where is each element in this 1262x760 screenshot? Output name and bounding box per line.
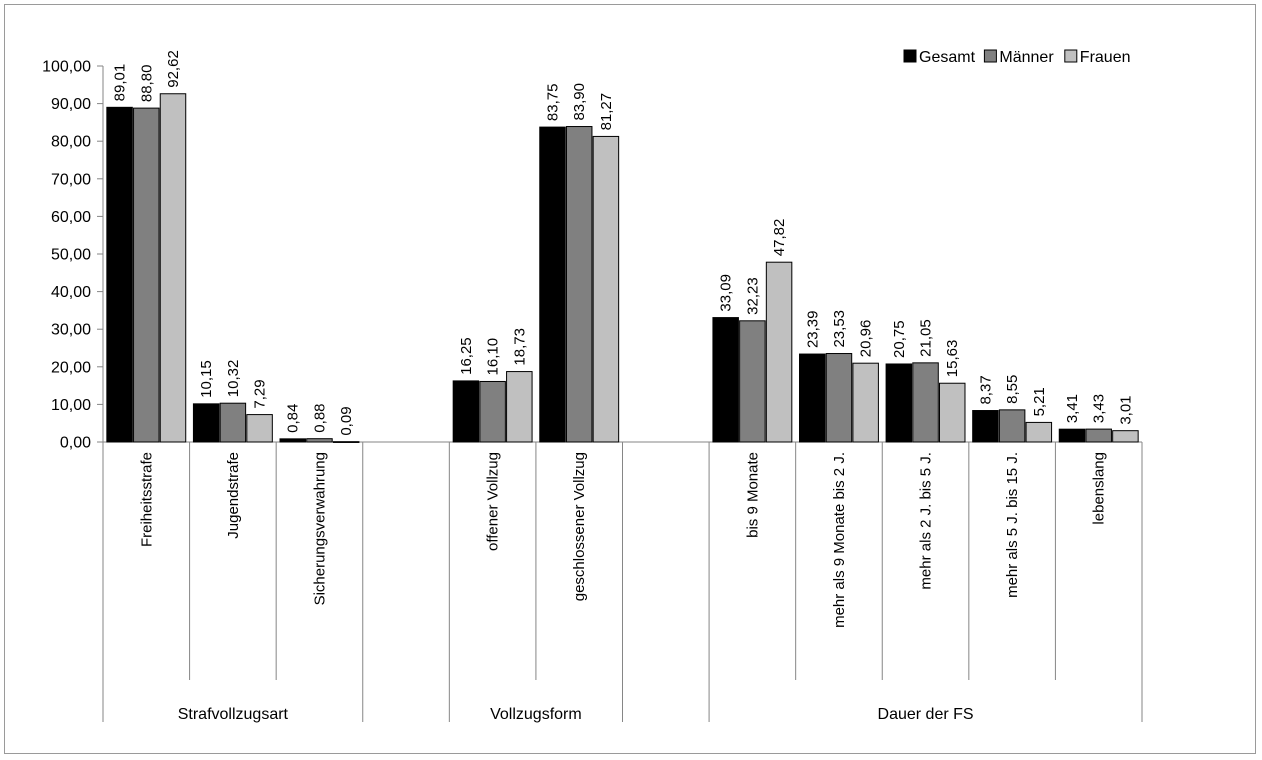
data-label: 15,63 xyxy=(944,340,961,378)
bar-gesamt xyxy=(885,363,913,443)
bar-gesamt xyxy=(279,438,307,443)
category-label: geschlossener Vollzug xyxy=(571,452,588,601)
bar-männer xyxy=(565,126,593,443)
data-label: 0,09 xyxy=(338,406,355,435)
bar-männer xyxy=(306,438,333,443)
group-label: Strafvollzugsart xyxy=(178,706,289,723)
data-label: 88,80 xyxy=(138,65,155,103)
y-tick-label: 50,00 xyxy=(51,247,91,264)
y-tick-label: 70,00 xyxy=(51,171,91,188)
bar-gesamt xyxy=(106,106,133,443)
legend-label: Männer xyxy=(999,49,1054,66)
data-label: 21,05 xyxy=(918,319,935,357)
data-label: 92,62 xyxy=(165,50,182,88)
data-label: 23,53 xyxy=(831,310,848,348)
bar-frauen xyxy=(938,382,966,443)
y-tick-label: 30,00 xyxy=(51,322,91,339)
bar-frauen xyxy=(765,261,793,443)
bar-frauen xyxy=(332,441,360,443)
category-label: bis 9 Monate xyxy=(744,452,761,538)
category-label: mehr als 5 J. bis 15 J. xyxy=(1004,452,1021,598)
data-label: 32,23 xyxy=(744,277,761,315)
y-tick-label: 0,00 xyxy=(60,435,91,452)
data-label: 0,84 xyxy=(285,404,302,433)
data-label: 20,75 xyxy=(891,320,908,358)
group-label: Dauer der FS xyxy=(878,706,974,723)
legend-swatch xyxy=(983,49,997,63)
legend-label: Frauen xyxy=(1080,49,1131,66)
bar-männer xyxy=(133,107,160,443)
data-label: 3,43 xyxy=(1091,394,1108,423)
data-label: 8,37 xyxy=(977,375,994,404)
bar-gesamt xyxy=(712,317,739,443)
data-label: 23,39 xyxy=(804,311,821,349)
group-label: Vollzugsform xyxy=(490,706,582,723)
legend-swatch xyxy=(903,49,917,63)
data-label: 16,10 xyxy=(485,338,502,376)
y-tick-label: 10,00 xyxy=(51,397,91,414)
bar-gesamt xyxy=(1058,428,1086,443)
bar-männer xyxy=(479,380,506,443)
bar-männer xyxy=(998,409,1026,443)
data-label: 10,15 xyxy=(198,360,215,398)
data-label: 47,82 xyxy=(771,219,788,257)
legend-swatch xyxy=(1064,49,1078,63)
y-tick-label: 90,00 xyxy=(51,96,91,113)
data-label: 0,88 xyxy=(311,403,328,432)
y-tick-label: 100,00 xyxy=(42,59,91,76)
data-label: 33,09 xyxy=(718,274,735,312)
data-label: 83,90 xyxy=(571,83,588,121)
category-label: lebenslang xyxy=(1091,452,1108,525)
data-label: 89,01 xyxy=(112,64,129,102)
bar-gesamt xyxy=(192,403,220,443)
y-tick-label: 60,00 xyxy=(51,209,91,226)
bar-frauen xyxy=(1112,430,1139,443)
data-label: 3,01 xyxy=(1117,395,1134,424)
data-label: 10,32 xyxy=(225,360,242,398)
data-label: 81,27 xyxy=(598,93,615,131)
y-tick-label: 80,00 xyxy=(51,134,91,151)
y-tick-label: 40,00 xyxy=(51,284,91,301)
bar-frauen xyxy=(246,414,273,443)
category-label: Freiheitsstrafe xyxy=(138,452,155,547)
bar-frauen xyxy=(592,135,620,443)
bar-männer xyxy=(219,402,247,443)
chart-frame xyxy=(4,4,1256,754)
data-label: 3,41 xyxy=(1064,394,1081,423)
bar-männer xyxy=(912,362,939,443)
data-label: 16,25 xyxy=(458,337,475,375)
bar-männer xyxy=(1085,428,1112,443)
data-label: 83,75 xyxy=(545,84,562,122)
bar-frauen xyxy=(852,362,879,443)
category-label: mehr als 2 J. bis 5 J. xyxy=(918,452,935,590)
data-label: 7,29 xyxy=(252,379,269,408)
category-label: offener Vollzug xyxy=(485,452,502,551)
bar-gesamt xyxy=(452,380,480,443)
bar-frauen xyxy=(506,371,533,443)
category-label: Jugendstrafe xyxy=(225,452,242,539)
bar-gesamt xyxy=(972,410,999,443)
data-label: 18,73 xyxy=(511,328,528,366)
bar-männer xyxy=(825,353,853,443)
y-tick-label: 20,00 xyxy=(51,359,91,376)
bar-frauen xyxy=(1025,421,1053,443)
category-label: Sicherungsverwahrung xyxy=(311,452,328,605)
data-label: 20,96 xyxy=(858,320,875,358)
bar-frauen xyxy=(159,93,187,443)
legend-label: Gesamt xyxy=(919,49,976,66)
data-label: 5,21 xyxy=(1031,387,1048,416)
bar-gesamt xyxy=(539,126,566,443)
bar-männer xyxy=(739,320,766,443)
category-label: mehr als 9 Monate bis 2 J. xyxy=(831,452,848,628)
bar-gesamt xyxy=(799,353,826,443)
data-label: 8,55 xyxy=(1004,375,1021,404)
